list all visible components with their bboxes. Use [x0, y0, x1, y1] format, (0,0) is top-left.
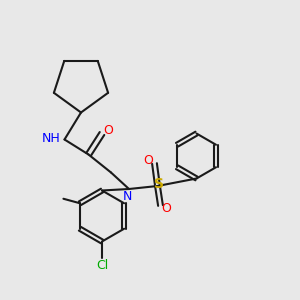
- Text: O: O: [144, 154, 153, 167]
- Text: O: O: [103, 124, 113, 137]
- Text: NH: NH: [42, 131, 60, 145]
- Text: Cl: Cl: [96, 259, 108, 272]
- Text: O: O: [162, 202, 171, 215]
- Text: S: S: [154, 178, 164, 191]
- Text: N: N: [123, 190, 132, 203]
